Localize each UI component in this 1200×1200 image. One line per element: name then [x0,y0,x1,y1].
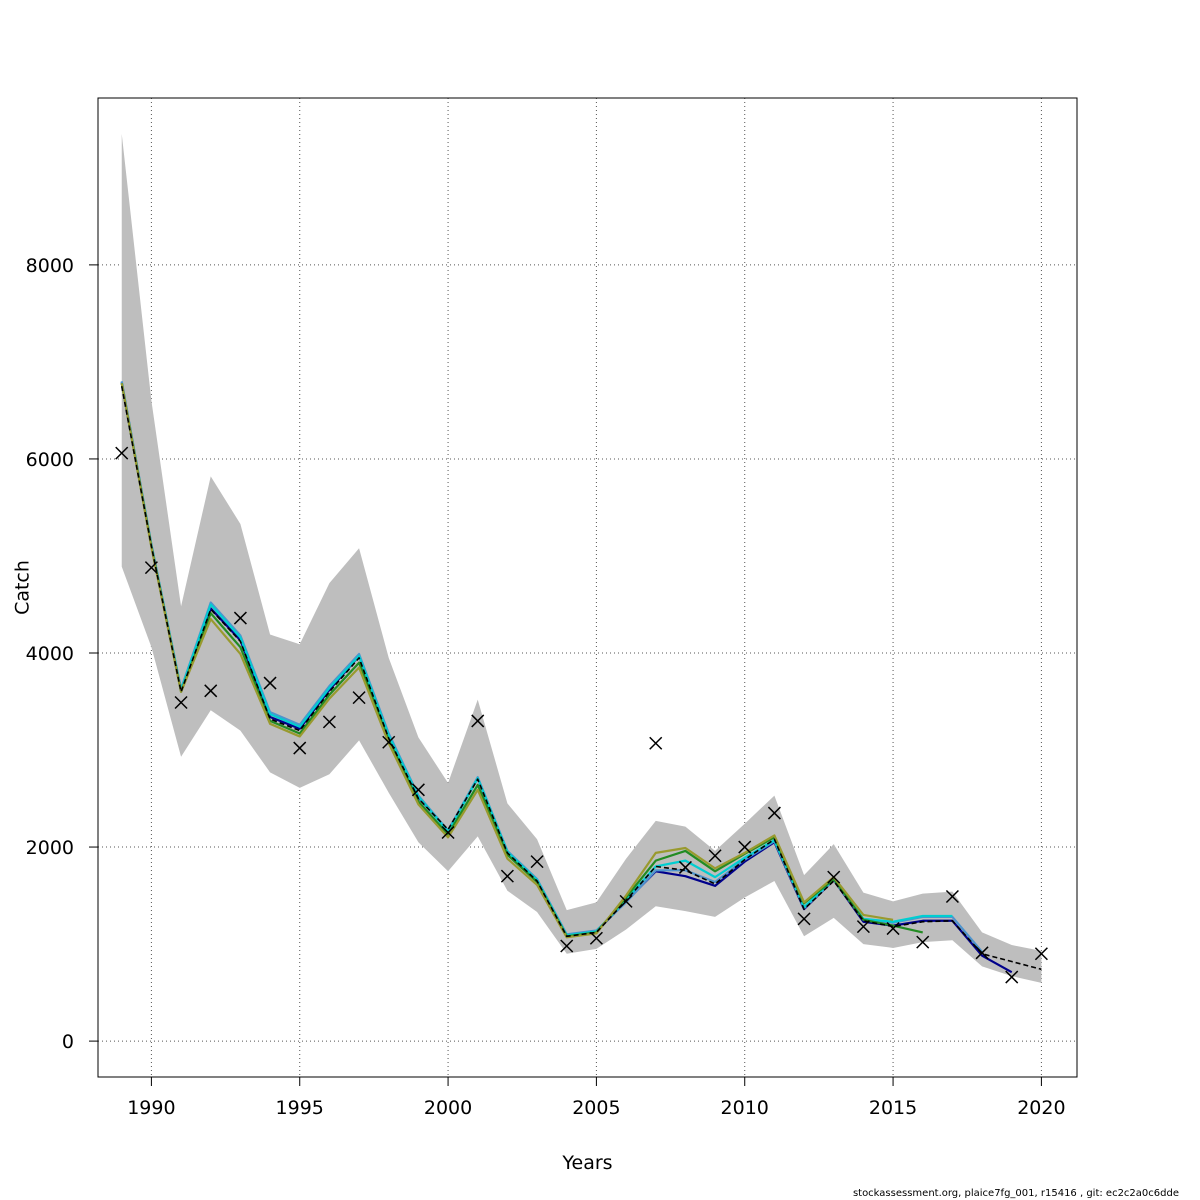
observation-point [678,860,692,874]
observation-point [174,695,188,710]
observation-point [945,889,959,904]
observation-point [619,894,633,908]
x-tick-label: 1990 [127,1097,175,1119]
observations-layer [115,446,1048,984]
series-line [120,383,894,939]
observation-point [797,912,811,926]
observation-point [827,870,841,884]
observation-point [322,715,336,729]
y-tick-label: 4000 [26,643,74,665]
observation-point [530,855,544,869]
observation-point [856,920,870,934]
y-tick-label: 0 [62,1031,74,1053]
observation-point [708,849,722,863]
observation-point [975,946,989,960]
observation-point [352,691,366,705]
x-tick-label: 2000 [424,1097,472,1119]
observation-point [916,935,930,949]
series-layer [120,381,1042,974]
x-tick-label: 2015 [869,1097,917,1119]
observation-point [204,684,218,698]
observation-point [233,611,247,625]
observation-point [500,869,514,883]
observation-point [886,922,900,936]
observation-point [115,446,129,460]
observation-point [471,714,485,728]
observation-point [767,806,781,820]
x-tick-label: 2005 [572,1097,620,1119]
x-tick-label: 1995 [276,1097,324,1119]
observation-point [382,735,396,749]
observation-point [560,939,574,953]
y-tick-label: 2000 [26,837,74,859]
x-tick-label: 2020 [1017,1097,1065,1119]
confidence-band [121,133,1042,983]
y-tick-label: 6000 [26,449,74,471]
observation-point [144,561,158,575]
plot-frame [97,97,1078,1078]
observation-point [263,676,277,690]
x-axis-title: Years [561,1152,612,1174]
footer-attribution: stockassessment.org, plaice7fg_001, r154… [852,1188,1179,1199]
axis-layer: 1990 1995 2000 2005 2010 2015 2020 0 2000 4000 600… [26,255,1066,1119]
observation-point [411,783,425,797]
confidence-band-layer [121,133,1042,983]
series-line [120,386,1042,971]
observation-point [589,931,603,945]
x-tick-label: 2010 [721,1097,769,1119]
observation-point [649,736,663,750]
observation-point [738,840,752,854]
observation-point [1034,947,1048,961]
y-axis-title: Catch [12,560,34,615]
observation-point [293,741,307,755]
observation-point [1005,970,1019,984]
y-tick-label: 8000 [26,255,74,277]
observation-point [441,825,455,840]
